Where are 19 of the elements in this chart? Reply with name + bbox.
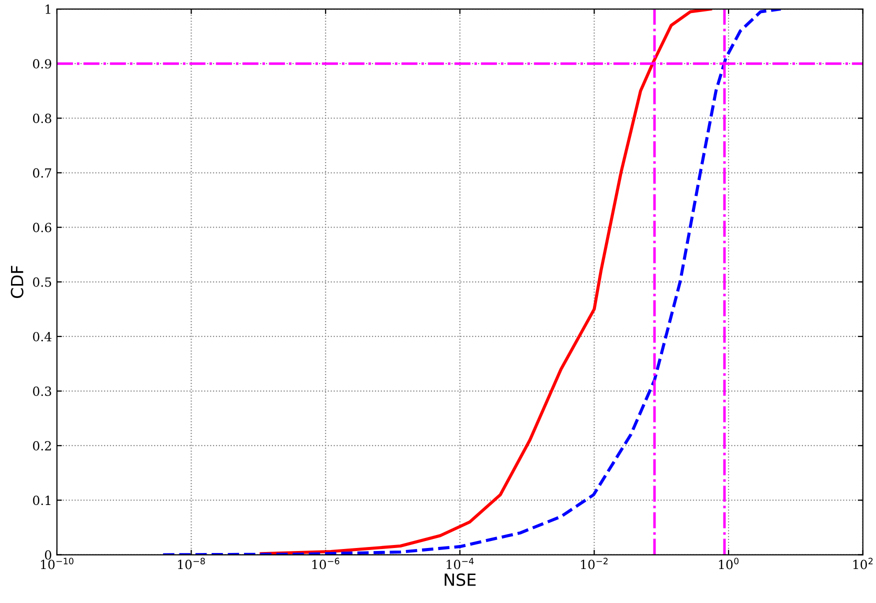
y-tick-label: 0.3 <box>33 386 52 396</box>
x-tick-label: 10$^{−6}$ <box>312 558 340 570</box>
y-tick-label: 0.4 <box>33 332 52 342</box>
y-tick-label: 1 <box>46 4 50 14</box>
y-tick-label: 0.2 <box>33 441 51 451</box>
y-tick-label: 0.5 <box>33 277 52 287</box>
x-tick-label: 10$^{−8}$ <box>178 558 205 570</box>
y-tick-label: 0.9 <box>33 59 52 69</box>
x-tick-label: 10$^{−4}$ <box>446 558 474 570</box>
y-tick-label: 0.8 <box>33 114 52 124</box>
y-tick-label: 0.6 <box>33 222 52 232</box>
y-axis-title: CDF <box>10 266 24 298</box>
x-axis-title: NSE <box>444 573 476 586</box>
x-tick-label: 10$^{2}$ <box>853 558 873 570</box>
y-tick-label: 0.7 <box>33 168 52 178</box>
y-tick-label: 0.1 <box>33 496 50 506</box>
y-tick-label: 0 <box>44 550 52 560</box>
x-tick-label: 10$^{−2}$ <box>581 558 608 570</box>
x-tick-label: 10$^{0}$ <box>719 558 739 570</box>
